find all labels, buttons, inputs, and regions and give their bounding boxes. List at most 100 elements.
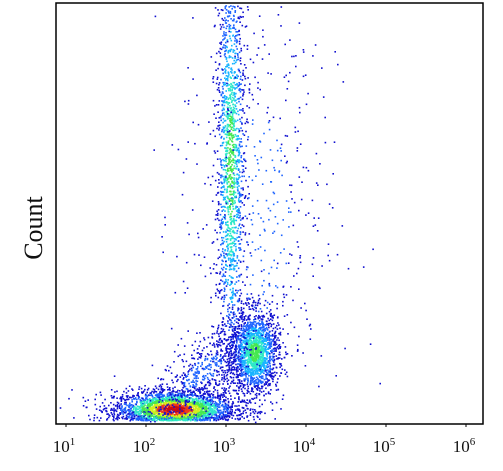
data-point bbox=[172, 411, 174, 413]
data-point bbox=[253, 382, 255, 385]
data-point bbox=[146, 415, 149, 418]
data-point bbox=[240, 83, 242, 85]
data-point bbox=[196, 401, 199, 404]
data-point bbox=[234, 37, 237, 40]
data-point bbox=[161, 383, 164, 385]
data-point bbox=[246, 338, 248, 341]
data-point bbox=[151, 406, 154, 408]
data-point bbox=[231, 297, 234, 299]
data-point bbox=[203, 404, 205, 407]
data-point bbox=[227, 411, 229, 414]
data-point bbox=[244, 364, 246, 366]
data-point bbox=[222, 19, 225, 21]
data-point bbox=[243, 307, 245, 310]
data-point bbox=[224, 20, 227, 22]
data-point bbox=[269, 347, 271, 349]
data-point bbox=[143, 417, 145, 420]
data-point bbox=[235, 239, 237, 241]
data-point bbox=[241, 24, 244, 27]
data-point bbox=[233, 62, 236, 65]
data-point bbox=[231, 237, 233, 240]
data-point bbox=[238, 88, 241, 91]
data-point bbox=[198, 408, 201, 410]
data-point bbox=[228, 28, 230, 30]
data-point bbox=[236, 83, 238, 86]
data-point bbox=[199, 418, 201, 420]
data-point bbox=[232, 369, 234, 371]
data-point bbox=[133, 410, 136, 413]
data-point bbox=[166, 416, 168, 419]
data-point bbox=[153, 402, 156, 404]
data-point bbox=[281, 358, 283, 360]
data-point bbox=[121, 394, 124, 396]
data-point bbox=[222, 100, 224, 102]
data-point bbox=[229, 49, 232, 52]
data-point bbox=[228, 176, 231, 179]
data-point bbox=[236, 213, 238, 216]
data-point bbox=[223, 287, 226, 289]
data-point bbox=[255, 395, 258, 397]
data-point bbox=[231, 346, 234, 349]
data-point bbox=[133, 405, 136, 408]
data-point bbox=[241, 175, 243, 178]
data-point bbox=[232, 103, 234, 106]
data-point bbox=[222, 127, 225, 130]
data-point bbox=[163, 402, 165, 405]
data-point bbox=[160, 391, 162, 394]
data-point bbox=[243, 318, 245, 321]
data-point bbox=[121, 405, 123, 407]
data-point bbox=[226, 170, 229, 172]
data-point bbox=[220, 253, 222, 256]
data-point bbox=[216, 76, 219, 79]
data-point bbox=[208, 417, 210, 419]
data-point bbox=[172, 414, 175, 417]
data-point bbox=[245, 405, 248, 407]
data-point bbox=[186, 419, 189, 422]
data-point bbox=[203, 401, 206, 404]
data-point bbox=[235, 321, 238, 324]
data-point bbox=[228, 367, 231, 369]
data-point bbox=[277, 322, 279, 324]
data-point bbox=[247, 366, 249, 369]
data-point bbox=[236, 292, 238, 294]
data-point bbox=[139, 410, 142, 413]
data-point bbox=[227, 243, 229, 246]
data-point bbox=[148, 398, 150, 401]
data-point bbox=[207, 400, 209, 402]
data-point bbox=[222, 242, 224, 244]
data-point bbox=[229, 410, 231, 412]
data-point bbox=[117, 416, 119, 418]
data-point bbox=[269, 309, 272, 311]
data-point bbox=[184, 397, 186, 400]
data-point bbox=[225, 78, 228, 80]
data-point bbox=[216, 238, 219, 241]
data-point bbox=[182, 407, 184, 409]
data-point bbox=[106, 413, 108, 415]
data-point bbox=[235, 182, 237, 184]
data-point bbox=[217, 201, 220, 203]
data-point bbox=[239, 141, 241, 143]
data-point bbox=[147, 387, 150, 390]
data-point bbox=[229, 284, 231, 286]
data-point bbox=[228, 303, 231, 305]
data-point bbox=[241, 400, 243, 403]
data-point bbox=[223, 266, 225, 269]
data-point bbox=[209, 409, 212, 411]
data-point bbox=[241, 406, 244, 409]
data-point bbox=[203, 403, 205, 406]
data-point bbox=[151, 410, 153, 412]
data-point bbox=[238, 259, 240, 262]
data-point bbox=[243, 316, 245, 318]
data-point bbox=[221, 100, 223, 102]
data-point bbox=[226, 195, 228, 198]
data-point bbox=[226, 169, 229, 171]
data-point bbox=[160, 393, 162, 396]
data-point bbox=[196, 409, 199, 412]
data-point bbox=[230, 122, 233, 124]
data-point bbox=[216, 158, 219, 160]
data-point bbox=[219, 418, 222, 420]
data-point bbox=[239, 418, 241, 421]
data-point bbox=[232, 198, 235, 200]
data-point bbox=[229, 238, 232, 240]
data-point bbox=[161, 394, 164, 396]
